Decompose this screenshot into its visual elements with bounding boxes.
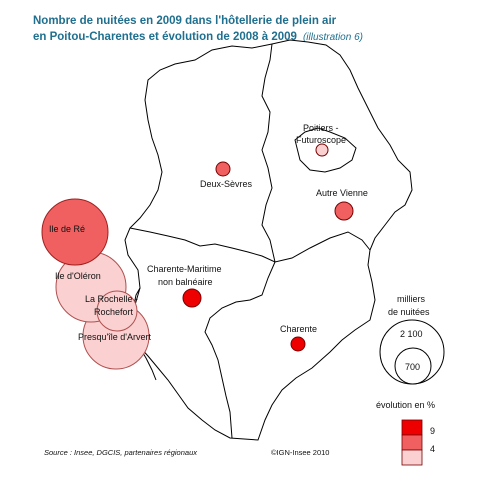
circle-la-rochelle-rochefort[interactable]: [96, 290, 138, 332]
label-la-rochelle-1: La Rochelle -: [85, 294, 138, 304]
size-legend-circle-small: [394, 347, 432, 385]
footer-source: Source : Insee, DGCIS, partenaires régio…: [44, 448, 197, 457]
color-legend-swatch-top: [401, 419, 423, 436]
title-line-2: en Poitou-Charentes et évolution de 2008…: [33, 29, 473, 46]
region-outline: [124, 39, 413, 441]
label-poitiers-2: Futuroscope: [296, 135, 346, 145]
size-legend-title-1: milliers: [397, 294, 425, 304]
border-poitiers-area: [294, 127, 357, 173]
label-charente: Charente: [280, 324, 317, 334]
color-legend-break-9: 9: [430, 426, 435, 436]
label-poitiers-1: Poitiers -: [303, 123, 339, 133]
label-ile-de-re: Ile de Ré: [49, 224, 85, 234]
circle-deux-sevres[interactable]: [215, 161, 231, 177]
label-charente-maritime-2: non balnéaire: [158, 277, 213, 287]
size-legend-title-2: de nuitées: [388, 307, 430, 317]
map-title: Nombre de nuitées en 2009 dans l'hôtelle…: [33, 13, 473, 46]
title-line-2-text: en Poitou-Charentes et évolution de 2008…: [33, 31, 297, 43]
color-legend-break-4: 4: [430, 444, 435, 454]
color-legend-swatch-low: [401, 449, 423, 466]
label-autre-vienne: Autre Vienne: [316, 188, 368, 198]
title-line-1: Nombre de nuitées en 2009 dans l'hôtelle…: [33, 15, 337, 27]
color-legend-swatch-high: [401, 434, 423, 451]
size-legend-value-large: 2 100: [400, 329, 423, 339]
circle-ile-de-re[interactable]: [41, 198, 109, 266]
circle-autre-vienne[interactable]: [334, 201, 354, 221]
circle-charente-maritime-non-balneaire[interactable]: [182, 288, 202, 308]
circle-charente[interactable]: [290, 336, 306, 352]
circle-poitiers-futuroscope[interactable]: [315, 143, 329, 157]
border-north-south: [129, 227, 371, 263]
label-ile-oleron: Ile d'Oléron: [55, 271, 101, 281]
label-charente-maritime-1: Charente-Maritime: [147, 264, 222, 274]
border-charente-maritime: [204, 261, 276, 439]
color-legend-title: évolution en %: [376, 400, 435, 410]
size-legend-value-small: 700: [405, 362, 420, 372]
label-presquile-arvert: Presqu'île d'Arvert: [78, 332, 151, 342]
footer-copyright: ©IGN-Insee 2010: [271, 448, 329, 457]
label-deux-sevres: Deux-Sèvres: [200, 179, 253, 189]
border-deux-sevres-vienne: [261, 43, 276, 263]
label-la-rochelle-2: Rochefort: [94, 307, 134, 317]
title-note: (illustration 6): [302, 32, 363, 43]
